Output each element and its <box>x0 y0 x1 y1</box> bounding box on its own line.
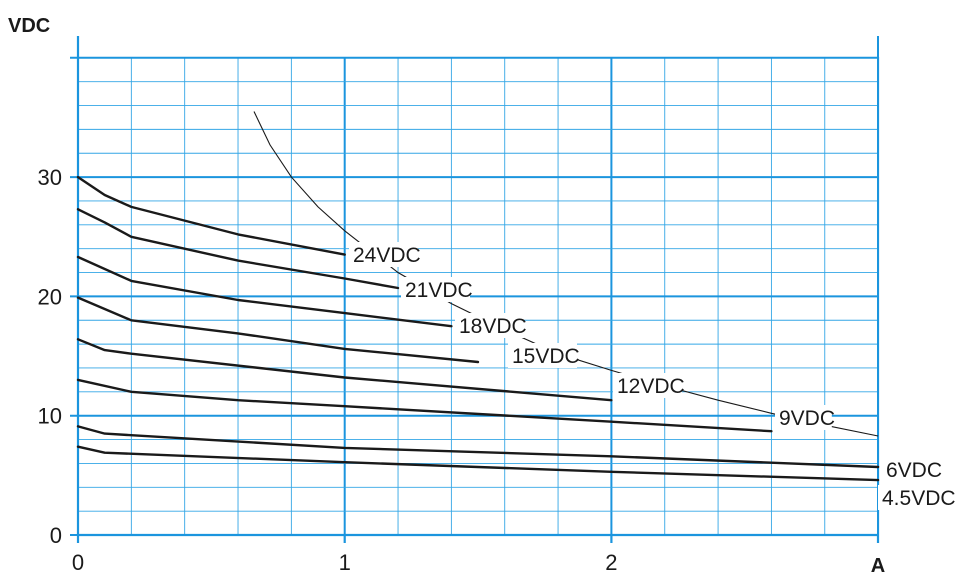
x-tick-label: 2 <box>605 550 617 575</box>
curve-label-9vdc: 9VDC <box>779 407 835 430</box>
curve-label-background <box>613 373 682 398</box>
curve-label-24vdc: 24VDC <box>353 244 421 267</box>
curve-label-background <box>878 485 960 510</box>
series-line-6vdc <box>76 425 880 469</box>
grid <box>70 56 880 536</box>
series-line-12vdc <box>76 338 613 402</box>
x-axis-end-label: A <box>871 555 885 576</box>
curve-label-18vdc: 18VDC <box>459 315 527 338</box>
curve-label-background <box>508 343 577 368</box>
series-line-15vdc <box>76 296 480 364</box>
y-tick-label: 20 <box>38 284 62 309</box>
curve-label-6vdc: 6VDC <box>886 459 942 482</box>
curve-label-background <box>775 405 832 430</box>
curve-labels: 24VDC 21VDC 18VDC 15VDC 12VDC 9VDC 6VDC 4.5VDC <box>349 242 960 510</box>
x-tick-label: 0 <box>72 550 84 575</box>
y-axis-title: VDC <box>8 15 50 37</box>
curve-label-12vdc: 12VDC <box>617 375 685 398</box>
limit-curve-group <box>253 111 879 437</box>
series-group <box>76 175 880 482</box>
series-line-4-5vdc <box>76 445 880 482</box>
y-tick-label: 0 <box>50 523 62 548</box>
curve-label-15vdc: 15VDC <box>512 345 580 368</box>
series-line-21vdc <box>76 208 400 290</box>
axes <box>76 36 880 543</box>
power-limit-curve <box>253 111 879 437</box>
series-line-24vdc <box>76 175 346 256</box>
curve-label-21vdc: 21VDC <box>405 279 473 302</box>
series-line-9vdc <box>76 378 773 433</box>
curve-label-background <box>882 457 939 482</box>
y-tick-label: 10 <box>38 404 62 429</box>
y-tick-label: 30 <box>38 165 62 190</box>
series-line-18vdc <box>76 255 453 328</box>
curve-label-background <box>401 277 470 302</box>
curve-label-4-5vdc: 4.5VDC <box>882 487 956 510</box>
curve-label-background <box>349 242 418 267</box>
x-tick-label: 1 <box>339 550 351 575</box>
curve-label-background <box>455 313 524 338</box>
